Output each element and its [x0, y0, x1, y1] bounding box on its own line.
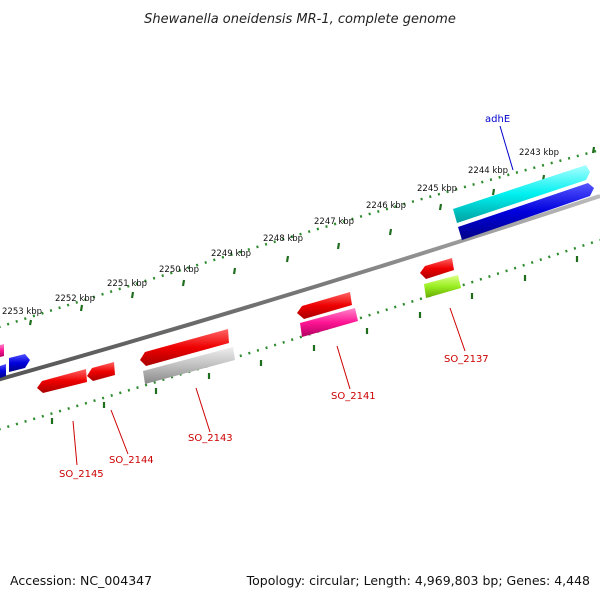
- label-SO_2143[interactable]: SO_2143: [188, 433, 233, 444]
- genome-backbone: [0, 194, 600, 382]
- inner-ruler-arc: [0, 238, 600, 431]
- tick-label: 2243 kbp: [519, 148, 559, 158]
- label-SO_2145[interactable]: SO_2145: [59, 469, 104, 480]
- reverse-genes: [37, 258, 461, 393]
- outer-major-ticks: [28, 146, 596, 326]
- label-adhE[interactable]: adhE: [485, 114, 510, 125]
- tick-label: 2251 kbp: [107, 279, 147, 289]
- label-SO_2144[interactable]: SO_2144: [109, 455, 154, 466]
- gene-feature[interactable]: [458, 183, 594, 240]
- gene-feature[interactable]: [0, 344, 4, 357]
- gene-SO_2137[interactable]: [420, 258, 454, 279]
- tick-label: 2252 kbp: [55, 294, 95, 304]
- tick-label: 2244 kbp: [468, 166, 508, 176]
- gene-labels: adhE SO_2137 SO_2141 SO_2143 SO_2144 SO_…: [59, 114, 510, 480]
- map-title: Shewanella oneidensis MR-1, complete gen…: [144, 12, 456, 27]
- tick-label: 2247 kbp: [314, 217, 354, 227]
- gene-adhE[interactable]: [453, 165, 590, 223]
- label-SO_2141[interactable]: SO_2141: [331, 391, 376, 402]
- outer-ruler-arc: [0, 148, 600, 329]
- gene-feature[interactable]: [143, 347, 235, 384]
- tick-label: 2246 kbp: [366, 201, 406, 211]
- tick-label: 2250 kbp: [159, 265, 199, 275]
- leader-lines: [72, 125, 514, 466]
- gene-feature[interactable]: [300, 308, 358, 337]
- gene-SO_2141[interactable]: [297, 292, 352, 319]
- tick-label: 2245 kbp: [417, 184, 457, 194]
- gene-SO_2144[interactable]: [87, 362, 115, 381]
- gene-feature[interactable]: [9, 354, 30, 372]
- label-SO_2137[interactable]: SO_2137: [444, 354, 489, 365]
- ruler-labels: 2253 kbp 2252 kbp 2251 kbp 2250 kbp 2249…: [2, 148, 559, 317]
- tick-label: 2249 kbp: [211, 249, 251, 259]
- tick-label: 2248 kbp: [263, 234, 303, 244]
- accession-text: Accession: NC_004347: [10, 573, 152, 588]
- gene-SO_2143[interactable]: [140, 329, 229, 366]
- genome-summary-text: Topology: circular; Length: 4,969,803 bp…: [246, 573, 590, 588]
- gene-feature[interactable]: [0, 364, 6, 378]
- tick-label: 2253 kbp: [2, 307, 42, 317]
- forward-genes: [0, 165, 594, 378]
- inner-major-ticks: [50, 256, 579, 424]
- gene-feature[interactable]: [424, 275, 461, 298]
- gene-SO_2145[interactable]: [37, 369, 87, 393]
